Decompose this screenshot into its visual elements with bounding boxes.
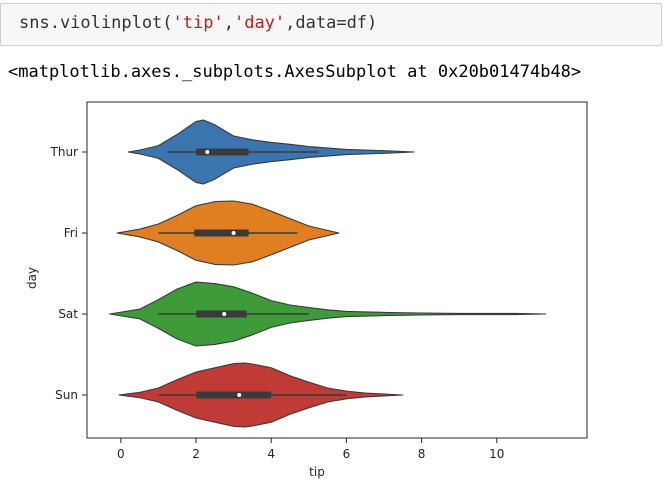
violin-median-point xyxy=(205,150,210,154)
code-token-string: 'tip' xyxy=(172,13,224,33)
code-token: ,data=df) xyxy=(285,13,378,33)
code-cell[interactable]: sns.violinplot('tip','day',data=df) xyxy=(0,3,662,46)
x-tick-label: 0 xyxy=(117,447,125,461)
code-token-string: 'day' xyxy=(233,13,286,33)
y-tick-label: Sun xyxy=(55,388,78,402)
y-tick-label: Fri xyxy=(64,226,78,240)
violin-iqr-box xyxy=(196,310,247,318)
violin-iqr-box xyxy=(194,229,249,237)
x-tick-label: 6 xyxy=(343,447,351,461)
code-input[interactable]: sns.violinplot('tip','day',data=df) xyxy=(19,13,377,33)
x-tick-label: 8 xyxy=(418,447,426,461)
violin-median-point xyxy=(231,231,236,235)
code-token: , xyxy=(223,13,234,33)
violin-iqr-box xyxy=(196,148,249,156)
axes-frame xyxy=(86,101,588,439)
code-token: sns.violinplot( xyxy=(19,13,173,33)
violin-median-point xyxy=(237,393,242,397)
y-axis-label: day xyxy=(25,267,39,289)
chart-axes: 0 2 4 6 8 10 Thur Fri Sat Sun tip day xyxy=(25,101,588,479)
x-tick-label: 4 xyxy=(267,447,275,461)
violin-sat xyxy=(109,281,547,347)
y-tick-label: Sat xyxy=(58,307,78,321)
y-tick-label: Thur xyxy=(50,145,79,159)
violin-chart: 0 2 4 6 8 10 Thur Fri Sat Sun tip day xyxy=(25,101,588,479)
violin-group xyxy=(109,119,547,428)
x-tick-label: 2 xyxy=(192,447,200,461)
x-axis-label: tip xyxy=(309,465,325,479)
output-text: <matplotlib.axes._subplots.AxesSubplot a… xyxy=(8,62,582,82)
x-tick-label: 10 xyxy=(489,447,504,461)
violin-median-point xyxy=(222,312,227,316)
violin-iqr-box xyxy=(196,391,272,399)
